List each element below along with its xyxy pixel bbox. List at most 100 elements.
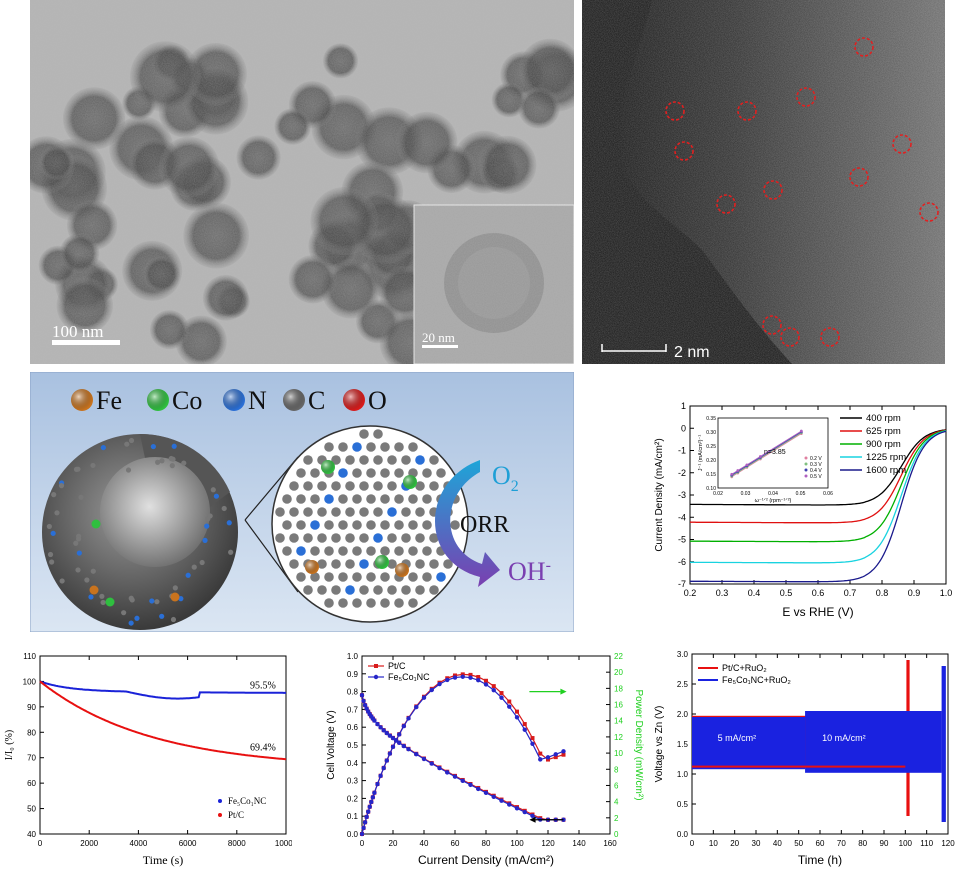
y-axis-label: Current Density (mA/cm²)	[654, 438, 665, 551]
data-point	[483, 682, 489, 687]
legend-label: 625 rpm	[866, 426, 901, 437]
data-point	[468, 675, 473, 680]
x-tick-label: 40	[420, 839, 429, 848]
single-atom-marker	[780, 327, 800, 347]
y2-tick-label: 20	[614, 668, 623, 677]
y-tick-label: 110	[23, 652, 36, 661]
lattice-atom	[289, 507, 299, 517]
data-point	[401, 723, 407, 729]
y-tick-label: 1.0	[677, 770, 689, 779]
lattice-atom	[331, 559, 341, 569]
y-tick-label: 0.1	[347, 812, 359, 821]
x-tick-label: 60	[451, 839, 460, 848]
legend-label-co: Co	[172, 386, 202, 415]
x-tick-label: 4000	[130, 839, 148, 848]
legend-label: Fe₅Co₁NC+RuO₂	[722, 675, 791, 685]
data-point	[406, 716, 411, 721]
data-point	[437, 681, 442, 687]
y-tick-label: 70	[27, 754, 36, 763]
lattice-atom	[366, 442, 376, 452]
inset-y-tick: 0.30	[706, 430, 716, 436]
inset-point	[730, 472, 734, 476]
lattice-atom	[310, 546, 320, 556]
lattice-atom	[303, 533, 313, 543]
lattice-atom	[366, 598, 376, 608]
data-point	[362, 820, 368, 825]
data-point	[387, 751, 393, 756]
data-point	[561, 752, 566, 757]
single-atom-marker	[665, 101, 685, 121]
inset-x-tick: 0.05	[796, 491, 806, 497]
data-point	[483, 790, 489, 796]
legend-label-c: C	[308, 386, 325, 415]
lattice-atom	[359, 533, 369, 543]
lattice-atom	[324, 546, 334, 556]
lattice-atom	[436, 572, 446, 582]
inset-x-tick: 0.03	[741, 491, 751, 497]
y-tick-label: 0.2	[347, 794, 359, 803]
lattice-atom	[401, 507, 411, 517]
x-tick-label: 100	[899, 839, 913, 848]
polarization-curve	[361, 695, 564, 821]
single-atom-marker	[820, 327, 840, 347]
lattice-atom	[373, 429, 383, 439]
y-tick-label: -3	[678, 490, 686, 500]
y2-tick-label: 12	[614, 733, 623, 742]
lattice-atom	[429, 585, 439, 595]
reaction-arrow	[435, 460, 500, 587]
lattice-atom	[380, 572, 390, 582]
lattice-atom	[338, 572, 348, 582]
tem-inset-scale-label: 20 nm	[422, 330, 455, 345]
y2-tick-label: 0	[614, 830, 619, 839]
data-point	[406, 747, 411, 752]
y2-tick-label: 18	[614, 684, 623, 693]
lattice-atom	[401, 585, 411, 595]
data-point	[378, 773, 383, 779]
y-tick-label: 100	[23, 677, 37, 686]
data-point	[361, 825, 366, 831]
data-point	[491, 688, 496, 693]
y-tick-label: 80	[27, 728, 36, 737]
lattice-atom	[401, 533, 411, 543]
data-point	[553, 755, 558, 760]
y-tick-label: 1	[681, 401, 686, 411]
lattice-atom	[394, 598, 404, 608]
x-tick-label: 1.0	[940, 588, 953, 598]
tem-image-panel: 100 nm 20 nm	[17, 0, 589, 374]
lattice-atom	[422, 494, 432, 504]
lattice-atom	[345, 481, 355, 491]
single-atom-marker	[763, 180, 783, 200]
lattice-atom	[310, 494, 320, 504]
y-tick-label: 3.0	[677, 650, 689, 659]
inset-y-label: J⁻¹ (mA/cm²)⁻¹	[698, 435, 704, 472]
lattice-atom	[324, 520, 334, 530]
y-tick-label: -5	[678, 535, 686, 545]
legend-label: Pt/C	[388, 661, 406, 671]
lattice-atom	[394, 520, 404, 530]
single-atom-marker	[737, 101, 757, 121]
x-tick-label: 110	[920, 839, 933, 848]
lattice-atom	[338, 494, 348, 504]
lattice-atom	[303, 585, 313, 595]
data-point	[538, 757, 543, 762]
inset-x-tick: 0.02	[713, 491, 723, 497]
lattice-atom	[415, 455, 425, 465]
x-tick-label: 90	[880, 839, 889, 848]
lattice-atom	[296, 494, 306, 504]
legend-label-n: N	[248, 386, 267, 415]
y2-tick-label: 16	[614, 701, 623, 710]
x-tick-label: 0.4	[748, 588, 761, 598]
y-axis-label: I/I₀ (%)	[4, 730, 15, 760]
lattice-atom	[387, 507, 397, 517]
data-point	[437, 765, 442, 771]
lattice-atom	[380, 468, 390, 478]
lattice-atom	[275, 507, 285, 517]
inset-y-tick: 0.20	[706, 458, 716, 464]
x-tick-label: 6000	[179, 839, 197, 848]
y2-tick-label: 6	[614, 781, 619, 790]
y-tick-label: 2.0	[677, 710, 689, 719]
y2-axis-label: Power Density (mW/cm²)	[633, 689, 644, 800]
lsv-curve	[690, 429, 947, 543]
x-tick-label: 10000	[275, 839, 292, 848]
data-point	[369, 799, 374, 805]
